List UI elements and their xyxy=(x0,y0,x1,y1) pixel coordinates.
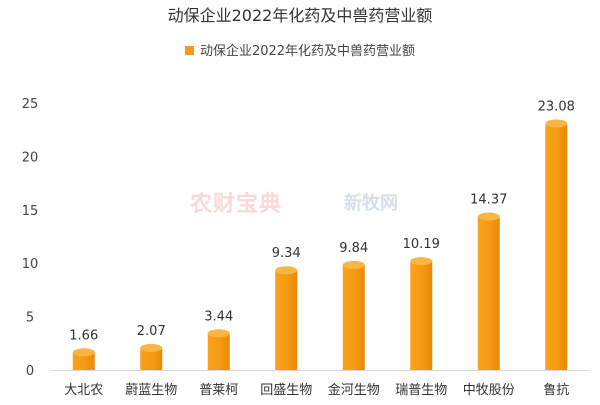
y-tick-label: 15 xyxy=(22,204,39,219)
x-tick-label: 普莱柯 xyxy=(199,383,238,398)
bar-group: 9.34 xyxy=(272,246,301,370)
bar xyxy=(207,333,230,370)
bar-group: 10.19 xyxy=(403,237,440,370)
bar xyxy=(410,261,433,370)
bar-group: 23.08 xyxy=(538,100,575,370)
watermark-xinmu: 新牧网 xyxy=(344,193,398,214)
bar xyxy=(545,123,568,370)
bar-top xyxy=(72,348,95,357)
y-tick-label: 25 xyxy=(22,97,39,112)
bar-top xyxy=(545,119,568,128)
bar-top xyxy=(140,343,163,352)
chart-title: 动保企业2022年化药及中兽药营业额 xyxy=(167,6,433,25)
x-axis: 大北农 蔚蓝生物 普莱柯 回盛生物 金河生物 瑞普生物 中牧股份 鲁抗 xyxy=(50,370,590,398)
x-tick-label: 中牧股份 xyxy=(463,383,515,398)
bar xyxy=(342,264,365,370)
legend: 动保企业2022年化药及中兽药营业额 xyxy=(0,40,600,59)
data-label: 9.84 xyxy=(339,241,368,256)
watermark-nongcai: 农财宝典 xyxy=(190,192,283,217)
data-label: 23.08 xyxy=(538,100,575,115)
x-tick-label: 瑞普生物 xyxy=(395,383,447,398)
legend-swatch xyxy=(184,46,194,55)
bar xyxy=(140,347,163,370)
data-label: 9.34 xyxy=(272,246,301,261)
y-axis: 0 5 10 15 20 25 xyxy=(22,97,39,379)
bar-top xyxy=(410,257,433,266)
x-tick-label: 蔚蓝生物 xyxy=(125,383,177,398)
bar-top xyxy=(477,212,500,221)
bar xyxy=(275,270,298,370)
bar-top xyxy=(207,329,230,338)
x-tick-label: 鲁抗 xyxy=(543,383,569,398)
bar xyxy=(477,216,500,370)
bar xyxy=(72,352,95,370)
bar-group: 9.84 xyxy=(339,241,368,370)
bar-top xyxy=(275,266,298,275)
bar-top xyxy=(342,260,365,269)
bar-group: 3.44 xyxy=(204,309,233,370)
x-tick-label: 大北农 xyxy=(64,383,103,398)
y-tick-label: 0 xyxy=(26,364,34,379)
y-tick-label: 10 xyxy=(22,257,39,272)
x-tick-label: 金河生物 xyxy=(328,382,380,398)
bar-group: 14.37 xyxy=(470,193,507,370)
bar-group: 1.66 xyxy=(69,328,98,370)
data-label: 3.44 xyxy=(204,309,233,324)
x-tick-label: 回盛生物 xyxy=(260,383,312,398)
y-tick-label: 20 xyxy=(22,150,39,165)
data-label: 2.07 xyxy=(137,324,166,339)
legend-label: 动保企业2022年化药及中兽药营业额 xyxy=(199,44,416,59)
data-label: 10.19 xyxy=(403,237,440,252)
data-label: 14.37 xyxy=(470,193,507,208)
data-label: 1.66 xyxy=(69,328,98,343)
bars: 1.66 2.07 3.44 9.34 9.84 10.19 14.37 23.08 xyxy=(69,100,575,370)
bar-group: 2.07 xyxy=(137,324,166,370)
y-tick-label: 5 xyxy=(26,311,34,326)
